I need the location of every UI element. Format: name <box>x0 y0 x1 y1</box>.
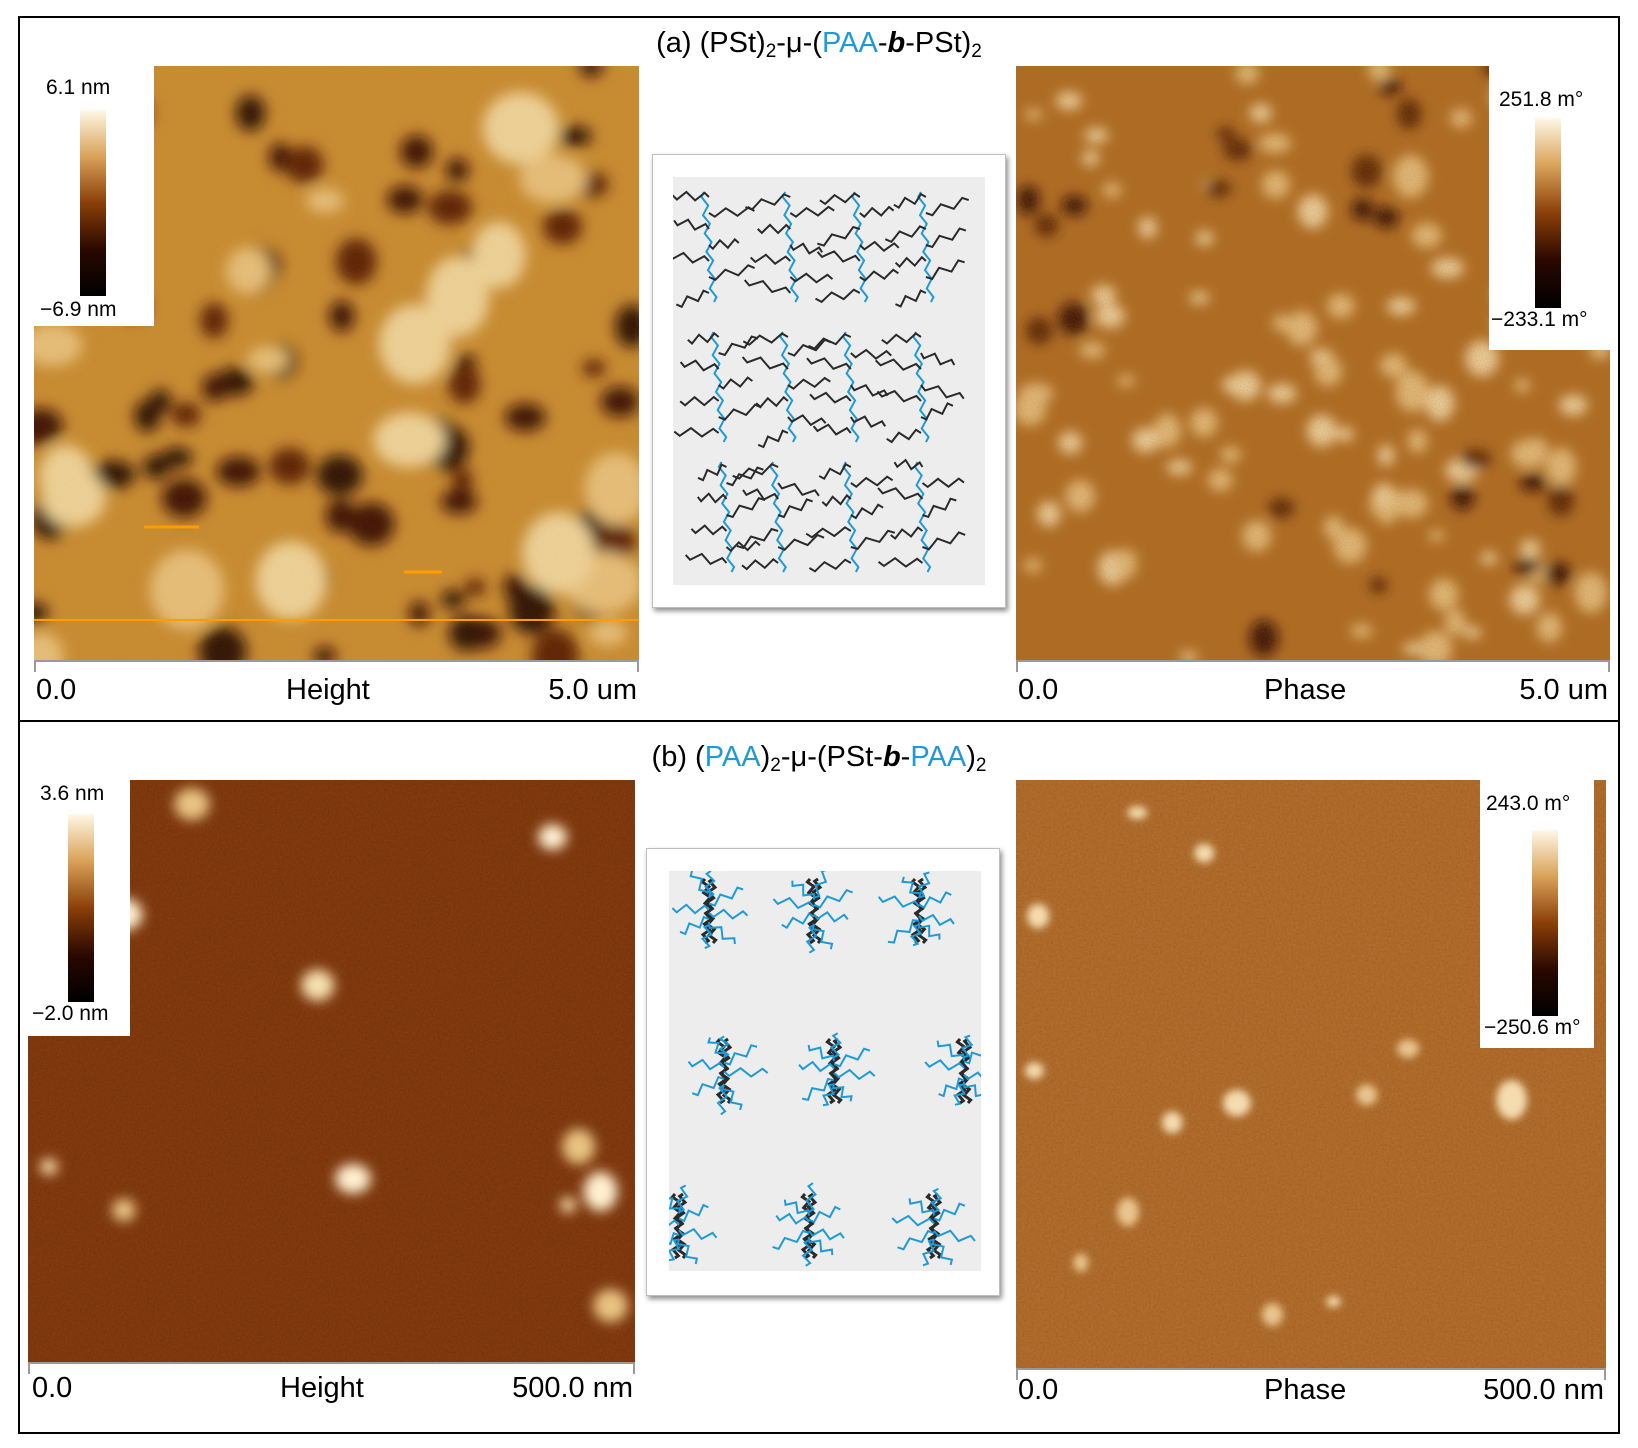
height-scale-min-b: −2.0 nm <box>32 1002 109 1025</box>
height-axis-start-a: 0.0 <box>36 674 77 706</box>
phase-axis-b: 0.0 Phase 500.0 nm <box>1016 1368 1606 1416</box>
height-scale-min-a: −6.9 nm <box>40 298 117 321</box>
phase-axis-end-b: 500.0 nm <box>1483 1374 1604 1406</box>
phase-axis-label-b: Phase <box>1264 1374 1347 1406</box>
height-axis-a: 0.0 Height 5.0 um <box>34 660 639 708</box>
afm-height-image-a <box>34 66 639 660</box>
phase-scale-min-b: −250.6 m° <box>1484 1016 1581 1039</box>
height-colorscale-a: 6.1 nm −6.9 nm <box>34 66 154 326</box>
height-axis-b: 0.0 Height 500.0 nm <box>28 1362 635 1410</box>
height-scale-max-b: 3.6 nm <box>40 782 105 805</box>
phase-colorscale-a: 251.8 m° −233.1 m° <box>1489 66 1610 350</box>
panel-divider <box>18 720 1620 722</box>
phase-axis-label-a: Phase <box>1264 674 1347 706</box>
phase-gradient-bar-b <box>1532 830 1558 1016</box>
phase-colorscale-b: 243.0 m° −250.6 m° <box>1480 780 1594 1048</box>
height-axis-end-a: 5.0 um <box>548 674 637 706</box>
height-scale-max-a: 6.1 nm <box>46 76 111 99</box>
panel-b-title: (b) (PAA)2-μ-(PSt-b-PAA)2 <box>651 741 987 776</box>
phase-axis-start-b: 0.0 <box>1018 1374 1059 1406</box>
schematic-b-micelles <box>646 848 1000 1296</box>
phase-axis-end-a: 5.0 um <box>1519 674 1608 706</box>
height-axis-end-b: 500.0 nm <box>512 1372 633 1404</box>
height-axis-label-b: Height <box>280 1372 364 1404</box>
phase-gradient-bar-a <box>1535 118 1561 308</box>
height-gradient-bar-a <box>80 110 106 296</box>
height-axis-start-b: 0.0 <box>32 1372 73 1404</box>
height-axis-label-a: Height <box>286 674 370 706</box>
phase-scale-min-a: −233.1 m° <box>1491 308 1588 331</box>
schematic-a-linear-network <box>652 154 1006 608</box>
phase-scale-max-a: 251.8 m° <box>1499 88 1584 111</box>
height-gradient-bar-b <box>68 814 94 1002</box>
phase-scale-max-b: 243.0 m° <box>1486 792 1571 815</box>
figure-frame <box>18 16 1620 1434</box>
height-colorscale-b: 3.6 nm −2.0 nm <box>28 780 130 1036</box>
phase-axis-start-a: 0.0 <box>1018 674 1059 706</box>
panel-a-title: (a) (PSt)2-μ-(PAA-b-PSt)2 <box>656 27 982 62</box>
phase-axis-a: 0.0 Phase 5.0 um <box>1016 660 1610 708</box>
